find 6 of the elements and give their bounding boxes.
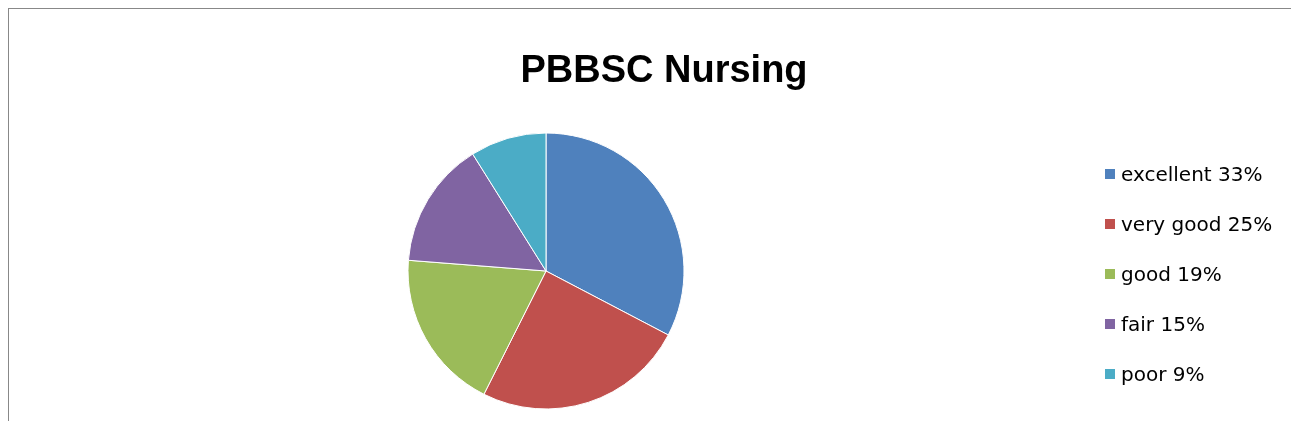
chart-title: PBBSC Nursing [520,48,808,90]
legend-label: fair 15% [1121,312,1205,336]
legend-label: excellent 33% [1121,162,1263,186]
legend-label: good 19% [1121,262,1222,286]
legend-label: very good 25% [1121,212,1273,236]
legend-label: poor 9% [1121,362,1205,386]
